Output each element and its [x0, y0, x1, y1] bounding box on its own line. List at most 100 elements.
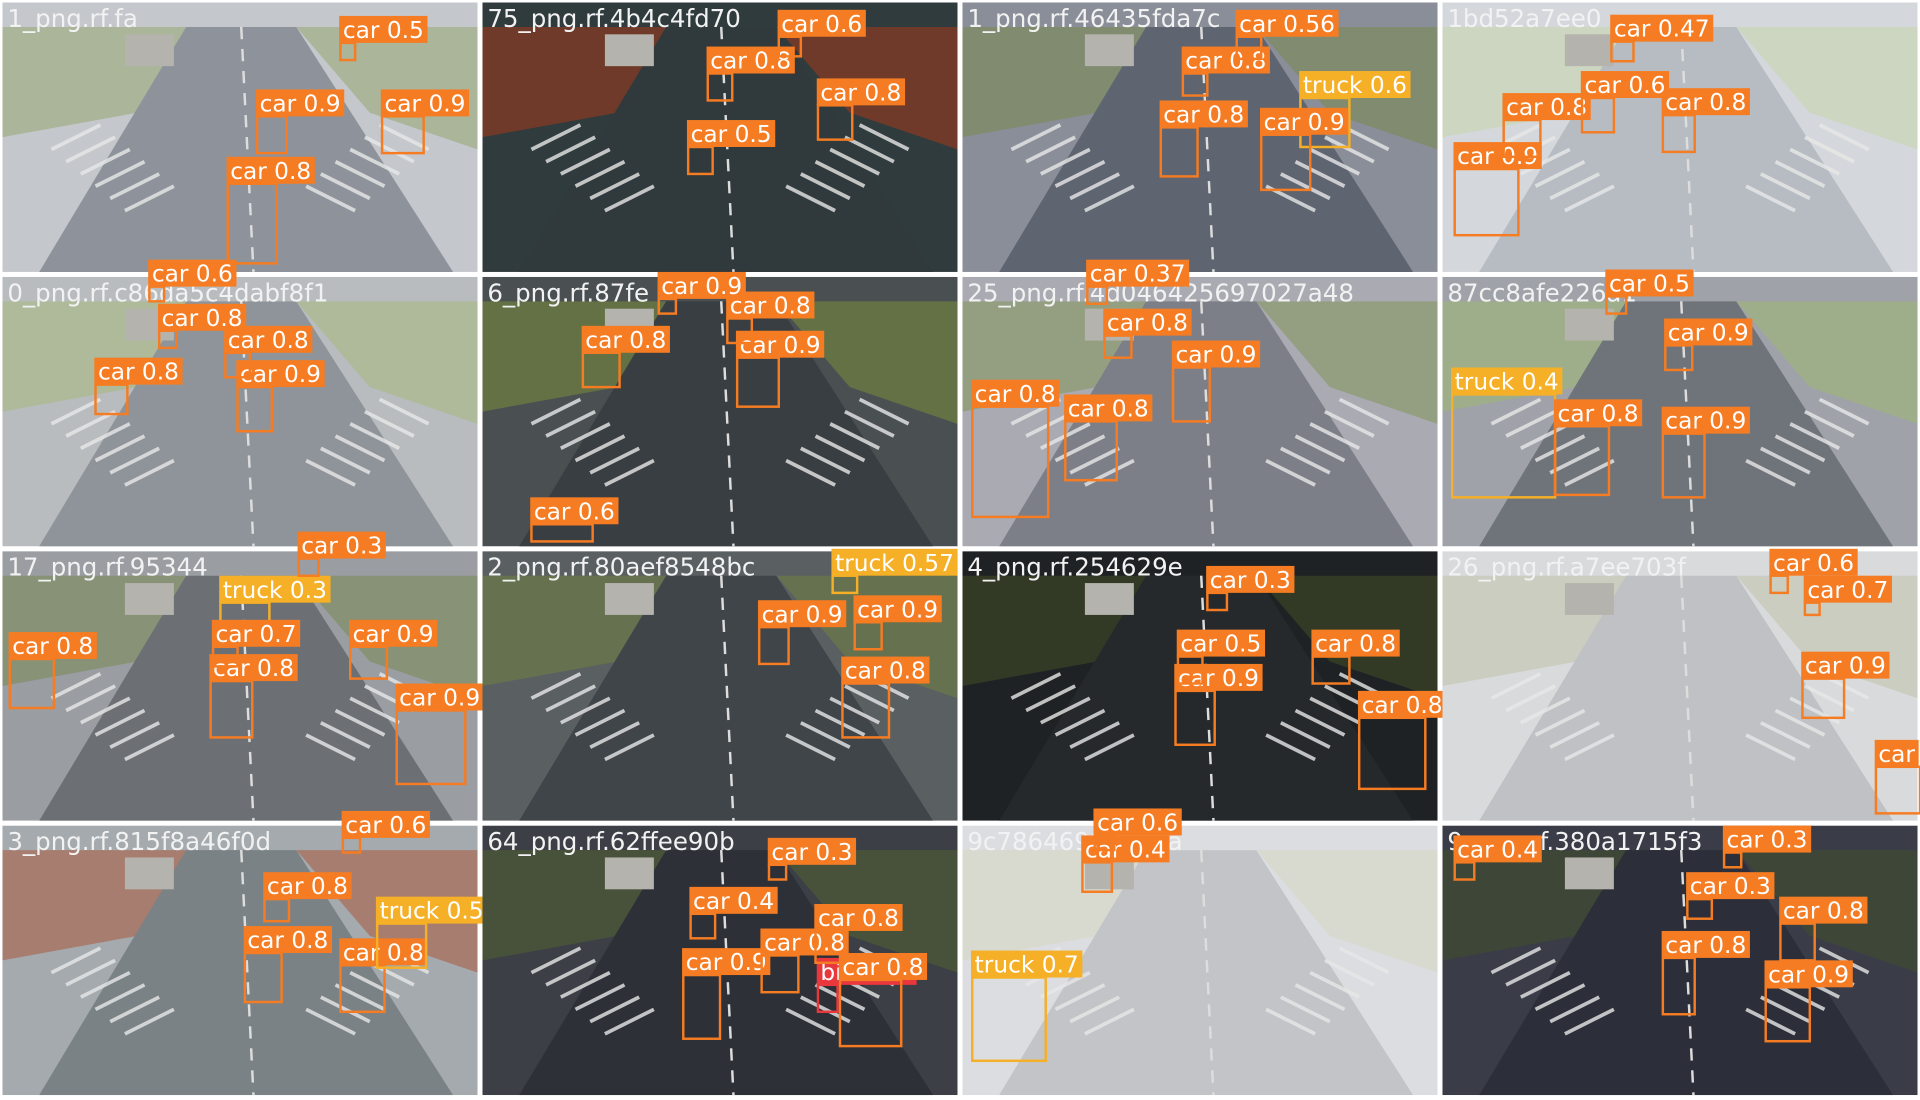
detection-label: car 0.8 — [228, 327, 309, 354]
crosswalk-stripe — [1505, 684, 1556, 713]
crosswalk-stripe — [305, 458, 356, 487]
label-background — [760, 928, 849, 956]
crosswalk-stripe — [378, 397, 430, 426]
scene — [2, 2, 478, 272]
label-background — [1357, 690, 1447, 718]
crosswalk-stripe — [814, 708, 866, 737]
lane-line — [240, 575, 255, 821]
crosswalk-stripe — [1549, 995, 1601, 1024]
crosswalk-stripe — [589, 172, 641, 201]
grass — [1256, 850, 1438, 973]
label-background — [530, 497, 619, 525]
crosswalk-stripe — [829, 422, 881, 450]
building — [1564, 583, 1614, 615]
crosswalk-stripe — [334, 160, 386, 188]
detection-label: car 0.9 — [1668, 320, 1749, 347]
label-background — [339, 938, 428, 966]
detection-label: car 0.37 — [1090, 261, 1186, 288]
detection-label: car 0.6 — [1773, 550, 1854, 577]
detection-label: car 0.6 — [781, 11, 862, 38]
crosswalk-stripe — [530, 946, 582, 975]
label-background — [853, 595, 942, 623]
crosswalk-stripe — [1564, 184, 1615, 213]
image-filename: 1_png.rf.fa — [7, 4, 137, 33]
crosswalk-stripe — [79, 970, 131, 999]
label-background — [297, 531, 386, 559]
crosswalk-stripe — [1759, 172, 1811, 201]
crosswalk-stripe — [1564, 733, 1615, 762]
detection-label: car 0.8 — [975, 381, 1056, 408]
crosswalk-stripe — [50, 123, 102, 152]
label-background — [1769, 548, 1858, 576]
label-background — [339, 15, 428, 43]
grass — [1256, 301, 1438, 424]
crosswalk-stripe — [574, 434, 626, 463]
crosswalk-stripe — [1745, 458, 1796, 487]
crosswalk-stripe — [319, 721, 371, 749]
road — [39, 575, 454, 821]
crosswalk-stripe — [1564, 1007, 1615, 1036]
crosswalk-stripe — [1818, 123, 1870, 152]
label-background — [236, 360, 325, 388]
crosswalk-stripe — [1338, 397, 1390, 426]
crosswalk-stripe — [844, 409, 895, 438]
crosswalk-stripe — [305, 1007, 356, 1036]
crosswalk-stripe — [1069, 995, 1121, 1024]
image-filename: 75_png.rf.4b4c4fd70 — [487, 4, 740, 33]
crosswalk-stripe — [349, 970, 401, 999]
image-filename: 26_png.rf.a7ee703f — [1447, 553, 1687, 582]
building — [1084, 583, 1134, 615]
detection-label: car 0.47 — [1614, 16, 1710, 43]
crosswalk-stripe — [1069, 172, 1121, 201]
crosswalk-stripe — [1084, 733, 1135, 762]
label-background — [1779, 896, 1868, 924]
detection-label: car 0.8 — [764, 930, 845, 957]
detection-label: car 0.8 — [1783, 898, 1864, 925]
crosswalk-stripe — [1534, 160, 1586, 188]
crosswalk-stripe — [530, 672, 582, 700]
detection-label: car 0.9 — [1178, 665, 1259, 692]
crosswalk-stripe — [545, 684, 596, 713]
crosswalk-stripe — [1759, 721, 1811, 749]
crosswalk-stripe — [1534, 434, 1586, 463]
crosswalk-stripe — [589, 721, 641, 749]
scene — [2, 276, 478, 547]
image-filename: 1_png.rf.46435fda7c — [967, 4, 1220, 33]
crosswalk-stripe — [1084, 1007, 1135, 1036]
detection-label: car 0.8 — [247, 927, 328, 954]
detection-label: car 0.3 — [1727, 827, 1808, 854]
detection-label: car 0.8 — [1185, 48, 1266, 75]
label-background — [706, 46, 795, 74]
label-background — [1453, 835, 1542, 863]
detection-label: car 0.8 — [1362, 692, 1443, 719]
label-background — [1103, 308, 1192, 336]
road — [519, 575, 934, 821]
crosswalk-stripe — [604, 184, 655, 213]
crosswalk-stripe — [1279, 446, 1331, 475]
crosswalk-stripe — [530, 123, 582, 152]
label-background — [1086, 259, 1190, 287]
lane-line — [1200, 26, 1215, 272]
crosswalk-stripe — [1774, 160, 1826, 188]
lane-line — [720, 301, 735, 547]
building — [1084, 34, 1134, 67]
label-background — [777, 9, 866, 37]
label-background — [1093, 808, 1182, 836]
crosswalk-stripe — [1774, 983, 1826, 1011]
crosswalk-stripe — [545, 409, 596, 438]
crosswalk-stripe — [1294, 708, 1346, 737]
label-background — [148, 259, 237, 287]
road — [1479, 575, 1894, 821]
crosswalk-stripe — [124, 184, 175, 213]
detection-label: car 0.9 — [384, 90, 465, 117]
crosswalk-stripe — [1789, 422, 1841, 450]
crosswalk-stripe — [349, 147, 401, 176]
crosswalk-stripe — [50, 397, 102, 426]
lane-line — [720, 850, 735, 1096]
label-background — [657, 271, 746, 299]
detection-label: car 0.8 — [1315, 631, 1396, 658]
road — [519, 301, 934, 547]
crosswalk-stripe — [1804, 684, 1855, 713]
label-background — [1664, 318, 1753, 346]
